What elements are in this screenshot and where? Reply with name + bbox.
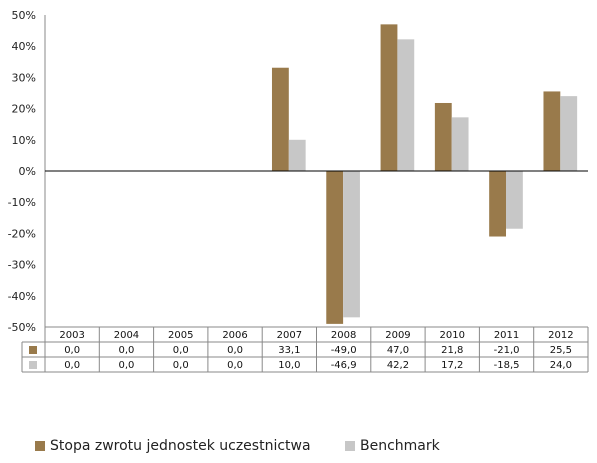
x-tick-label: 2005	[168, 330, 193, 341]
table-row-swatch	[29, 346, 37, 354]
data-label: -21,0	[494, 345, 520, 356]
data-label: 47,0	[387, 345, 409, 356]
y-tick-label: -50%	[8, 321, 36, 334]
x-tick-label: 2006	[222, 330, 247, 341]
table-row-swatch	[29, 361, 37, 369]
y-tick-label: -10%	[8, 196, 36, 209]
x-tick-label: 2009	[385, 330, 410, 341]
bar-benchmark	[343, 171, 360, 318]
bar-fund	[543, 91, 561, 171]
x-tick-label: 2011	[494, 330, 519, 341]
legend-swatch-series-1	[35, 441, 45, 451]
data-label: 24,0	[550, 360, 572, 371]
data-label: 42,2	[387, 360, 409, 371]
data-label: 0,0	[118, 345, 134, 356]
data-label: 0,0	[173, 345, 189, 356]
legend-label-series-1: Stopa zwrotu jednostek uczestnictwa	[50, 438, 311, 454]
data-label: 0,0	[64, 345, 80, 356]
x-tick-label: 2003	[59, 330, 84, 341]
y-tick-label: -30%	[8, 259, 36, 272]
data-label: 33,1	[278, 345, 300, 356]
legend: Stopa zwrotu jednostek uczestnictwa Benc…	[0, 438, 597, 462]
data-label: 0,0	[118, 360, 134, 371]
legend-item-series-2: Benchmark	[345, 438, 440, 454]
legend-swatch-series-2	[345, 441, 355, 451]
data-label: -18,5	[494, 360, 520, 371]
legend-label-series-2: Benchmark	[360, 438, 440, 454]
x-tick-label: 2007	[277, 330, 302, 341]
x-tick-label: 2010	[440, 330, 465, 341]
bar-benchmark	[397, 39, 415, 171]
bar-benchmark	[451, 117, 469, 171]
data-label: 0,0	[173, 360, 189, 371]
y-tick-label: 30%	[12, 71, 36, 84]
y-tick-label: 10%	[12, 134, 36, 147]
bar-benchmark	[560, 96, 578, 171]
data-label: 10,0	[278, 360, 300, 371]
y-tick-label: -40%	[8, 290, 36, 303]
legend-item-series-1: Stopa zwrotu jednostek uczestnictwa	[35, 438, 311, 454]
x-tick-label: 2012	[548, 330, 573, 341]
bar-fund	[271, 67, 289, 171]
data-label: 21,8	[441, 345, 463, 356]
data-label: 17,2	[441, 360, 463, 371]
x-tick-label: 2004	[114, 330, 139, 341]
x-tick-label: 2008	[331, 330, 356, 341]
y-tick-label: 40%	[12, 40, 36, 53]
y-tick-label: -20%	[8, 227, 36, 240]
bar-fund	[489, 171, 507, 237]
data-label: 0,0	[64, 360, 80, 371]
data-label: -49,0	[331, 345, 357, 356]
y-tick-label: 20%	[12, 103, 36, 116]
y-tick-label: 0%	[19, 165, 36, 178]
y-tick-label: 50%	[12, 9, 36, 22]
bar-benchmark	[288, 139, 306, 171]
bar-fund	[434, 102, 452, 171]
data-label: -46,9	[331, 360, 357, 371]
data-label: 0,0	[227, 360, 243, 371]
data-label: 25,5	[550, 345, 572, 356]
data-label: 0,0	[227, 345, 243, 356]
bar-benchmark	[506, 171, 523, 229]
bar-fund	[380, 24, 398, 171]
bar-fund	[326, 171, 344, 324]
